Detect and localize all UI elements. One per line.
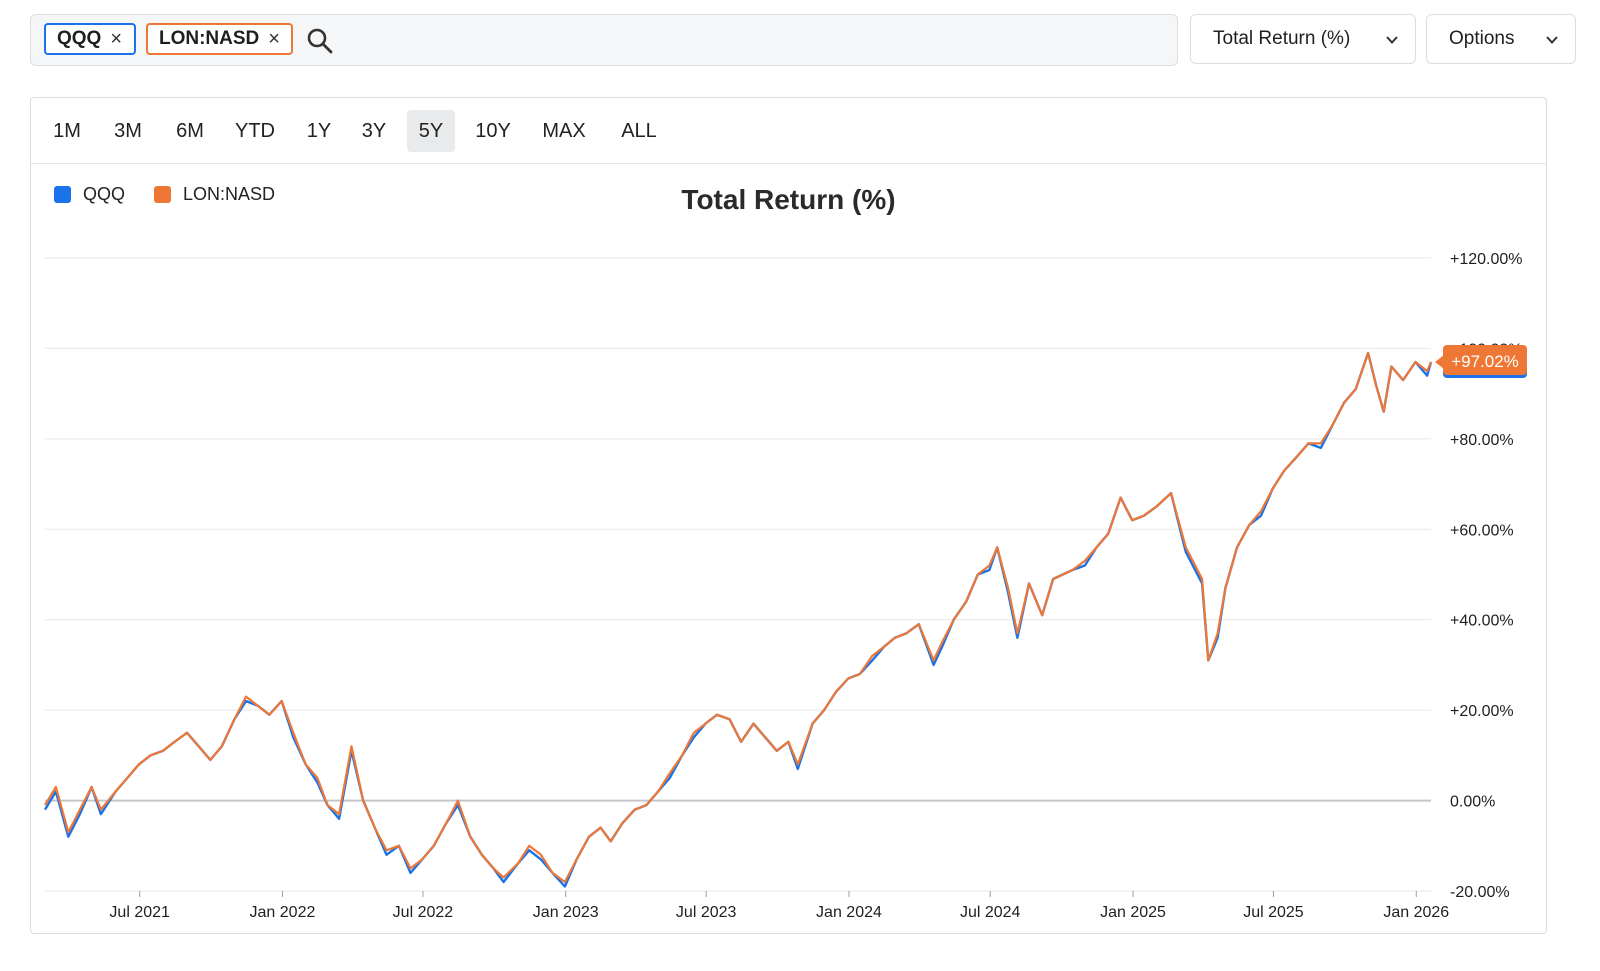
x-tick-label: Jul 2024 — [960, 904, 1021, 921]
legend-item-qqq[interactable]: QQQ — [54, 184, 125, 205]
metric-dropdown-label: Total Return (%) — [1213, 28, 1351, 49]
range-button-ytd[interactable]: YTD — [235, 120, 275, 142]
x-tick-label: Jan 2025 — [1100, 904, 1166, 921]
range-button-10y[interactable]: 10Y — [475, 120, 511, 142]
options-dropdown[interactable]: Options — [1426, 14, 1576, 64]
options-dropdown-label: Options — [1449, 28, 1515, 49]
x-tick-label: Jul 2023 — [676, 904, 737, 921]
range-button-max[interactable]: MAX — [542, 120, 586, 142]
y-tick-label: +80.00% — [1450, 432, 1514, 449]
toolbar: QQQ × LON:NASD × Total Return (%) Option… — [30, 14, 1583, 66]
search-icon[interactable] — [306, 27, 334, 55]
last-value-badge-pointer — [1435, 354, 1444, 369]
range-button-6m[interactable]: 6M — [176, 120, 204, 142]
x-tick-label: Jul 2025 — [1243, 904, 1304, 921]
x-tick-label: Jan 2022 — [250, 904, 316, 921]
range-button-3m[interactable]: 3M — [114, 120, 142, 142]
legend-label: LON:NASD — [183, 184, 276, 204]
y-tick-label: +120.00% — [1450, 251, 1523, 268]
ticker-chip-label: QQQ — [57, 28, 102, 49]
legend-swatch — [154, 186, 171, 203]
last-value-label: +97.02% — [1451, 352, 1519, 371]
chart-panel: 1M 3M 6M YTD 1Y 3Y 5Y 10Y MAX ALL QQQ LO… — [30, 97, 1547, 934]
range-button-1y[interactable]: 1Y — [306, 120, 332, 142]
ticker-search-box[interactable]: QQQ × LON:NASD × — [30, 14, 1178, 66]
chart-title: Total Return (%) — [681, 184, 896, 215]
legend-label: QQQ — [83, 184, 126, 204]
x-tick-label: Jul 2021 — [109, 904, 170, 921]
ticker-chip-qqq[interactable]: QQQ × — [44, 23, 136, 55]
y-tick-label: +60.00% — [1450, 522, 1514, 539]
range-button-all[interactable]: ALL — [621, 120, 657, 142]
chevron-down-icon — [1386, 36, 1398, 44]
legend-swatch — [54, 186, 71, 203]
y-tick-label: 0.00% — [1450, 794, 1495, 811]
metric-dropdown[interactable]: Total Return (%) — [1190, 14, 1416, 64]
ticker-chip-lon-nasd[interactable]: LON:NASD × — [146, 23, 293, 55]
line-chart[interactable]: +120.00%+100.00%+80.00%+60.00%+40.00%+20… — [31, 98, 1546, 933]
range-button-5y[interactable]: 5Y — [407, 110, 455, 152]
x-tick-label: Jan 2023 — [533, 904, 599, 921]
y-tick-label: +40.00% — [1450, 613, 1514, 630]
y-tick-label: -20.00% — [1450, 884, 1510, 901]
remove-chip-icon[interactable]: × — [268, 27, 280, 50]
remove-chip-icon[interactable]: × — [110, 27, 123, 50]
x-tick-label: Jul 2022 — [393, 904, 454, 921]
range-button-1m[interactable]: 1M — [53, 120, 81, 142]
legend-item-lon-nasd[interactable]: LON:NASD — [154, 184, 275, 205]
series-line-lon-nasd — [44, 351, 1433, 884]
range-button-3y[interactable]: 3Y — [361, 120, 387, 142]
x-tick-label: Jan 2024 — [816, 904, 882, 921]
x-tick-label: Jan 2026 — [1383, 904, 1449, 921]
last-value-badge-lon-nasd — [1443, 344, 1527, 375]
chevron-down-icon — [1546, 36, 1558, 44]
y-tick-label: +20.00% — [1450, 703, 1514, 720]
ticker-chip-label: LON:NASD — [159, 28, 260, 49]
time-range-selector: 1M 3M 6M YTD 1Y 3Y 5Y 10Y MAX ALL — [31, 98, 1546, 164]
